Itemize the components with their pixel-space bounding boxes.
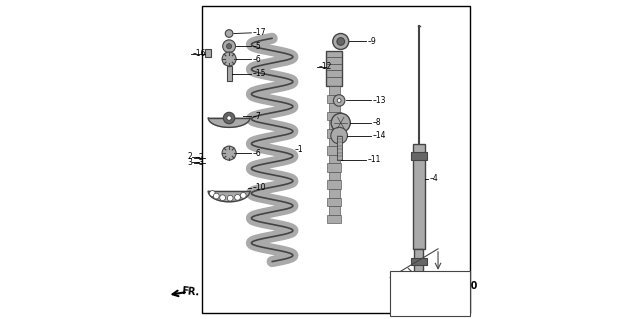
Bar bbox=[328, 189, 340, 197]
Circle shape bbox=[331, 127, 348, 144]
Text: B-27-10: B-27-10 bbox=[407, 292, 453, 302]
Circle shape bbox=[222, 146, 236, 160]
Text: –14: –14 bbox=[372, 131, 386, 140]
Circle shape bbox=[241, 192, 246, 198]
Bar bbox=[328, 120, 340, 129]
Text: –2: –2 bbox=[196, 153, 204, 162]
Text: –13: –13 bbox=[372, 96, 386, 105]
Circle shape bbox=[333, 95, 345, 106]
Bar bbox=[413, 144, 425, 249]
Bar bbox=[327, 112, 341, 120]
Bar bbox=[411, 152, 427, 160]
Text: –9: –9 bbox=[368, 37, 376, 46]
Text: FR.: FR. bbox=[181, 286, 200, 298]
Text: –11: –11 bbox=[368, 155, 381, 164]
Bar bbox=[328, 155, 340, 163]
Circle shape bbox=[331, 113, 350, 132]
Circle shape bbox=[222, 52, 236, 66]
Polygon shape bbox=[209, 118, 250, 127]
Text: –3: –3 bbox=[196, 158, 204, 167]
Circle shape bbox=[227, 195, 233, 201]
Text: –16: –16 bbox=[193, 49, 206, 58]
Bar bbox=[415, 249, 423, 287]
Circle shape bbox=[213, 193, 219, 199]
Bar bbox=[390, 271, 470, 316]
Text: 3: 3 bbox=[188, 158, 193, 167]
Circle shape bbox=[337, 38, 344, 45]
Circle shape bbox=[223, 40, 236, 53]
Bar bbox=[328, 172, 340, 181]
Bar bbox=[412, 258, 426, 265]
Text: –1: –1 bbox=[294, 145, 303, 154]
Bar bbox=[327, 95, 341, 103]
Bar bbox=[337, 136, 342, 160]
Circle shape bbox=[223, 112, 235, 124]
Text: –17: –17 bbox=[253, 28, 266, 37]
Text: –10: –10 bbox=[253, 183, 266, 192]
Bar bbox=[328, 86, 340, 95]
Text: B-27-10: B-27-10 bbox=[435, 281, 477, 291]
Text: –4: –4 bbox=[430, 174, 439, 183]
Bar bbox=[327, 181, 341, 189]
Bar bbox=[326, 51, 342, 86]
Text: SDA3- B2800: SDA3- B2800 bbox=[405, 303, 455, 312]
Text: –15: –15 bbox=[253, 69, 266, 78]
Circle shape bbox=[333, 33, 349, 49]
Text: 2: 2 bbox=[188, 152, 193, 161]
Bar bbox=[327, 215, 341, 223]
Bar bbox=[327, 163, 341, 172]
Text: –6: –6 bbox=[253, 55, 262, 63]
Bar bbox=[328, 206, 340, 215]
Text: –5: –5 bbox=[253, 42, 262, 51]
Text: –6: –6 bbox=[253, 149, 262, 158]
Bar bbox=[327, 129, 341, 137]
Circle shape bbox=[235, 195, 241, 200]
Bar bbox=[202, 6, 470, 313]
Bar bbox=[327, 197, 341, 206]
Text: –7: –7 bbox=[253, 112, 262, 121]
Polygon shape bbox=[209, 191, 250, 202]
Text: –12: –12 bbox=[319, 63, 332, 71]
Text: –8: –8 bbox=[372, 118, 381, 127]
Circle shape bbox=[227, 44, 232, 49]
Bar bbox=[205, 49, 211, 57]
Circle shape bbox=[227, 116, 231, 120]
Bar bbox=[227, 66, 232, 81]
Bar bbox=[327, 146, 341, 155]
Bar bbox=[328, 103, 340, 112]
Bar bbox=[328, 137, 340, 146]
Circle shape bbox=[220, 195, 225, 201]
Bar bbox=[412, 287, 426, 295]
Circle shape bbox=[337, 99, 341, 102]
Circle shape bbox=[225, 30, 233, 37]
Circle shape bbox=[209, 191, 215, 197]
